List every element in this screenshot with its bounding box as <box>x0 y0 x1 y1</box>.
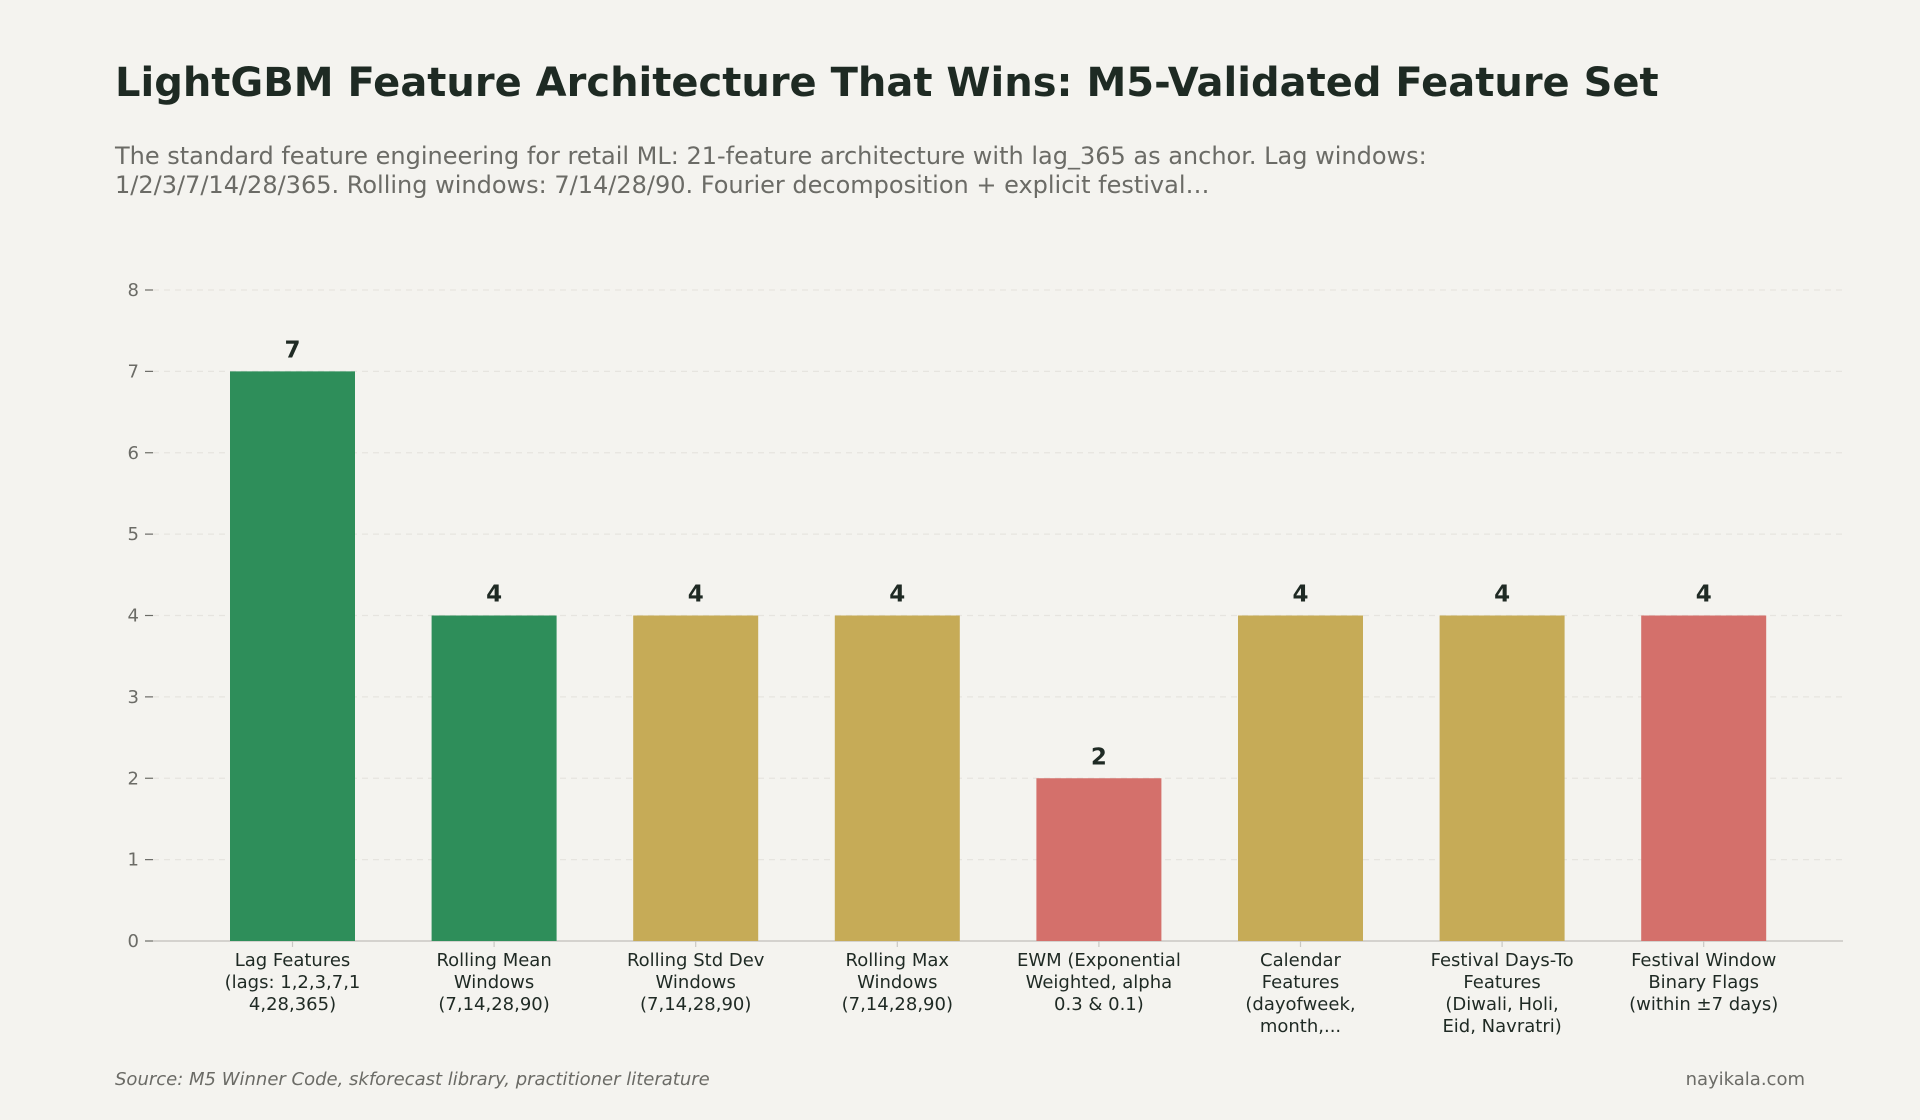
y-tick-label: 3 <box>128 687 139 708</box>
bar <box>431 615 557 941</box>
x-tick-label: Festival Days-To Features (Diwali, Holi, Ei… <box>1431 950 1574 1037</box>
bar <box>834 615 960 941</box>
x-tick-label-line: 4,28,365) <box>249 994 336 1015</box>
x-tick-label-line: Rolling Max <box>846 950 950 971</box>
x-tick-label-line: (dayofweek, <box>1245 994 1355 1015</box>
data-label: 4 <box>889 582 905 608</box>
x-tick-label: Lag Features (lags: 1,2,3,7,1 4,28,365) <box>225 950 361 1015</box>
bar <box>1641 615 1767 941</box>
data-label: 4 <box>688 582 704 608</box>
brand-credit: nayikala.com <box>1685 1069 1805 1090</box>
x-tick-label-line: (Diwali, Holi, <box>1445 994 1558 1015</box>
x-tick-label-line: EWM (Exponential <box>1017 950 1181 971</box>
x-tick-label-line: 0.3 & 0.1) <box>1054 994 1144 1015</box>
x-tick-label-line: Calendar <box>1260 950 1342 971</box>
x-tick-label-line: (7,14,28,90) <box>640 994 751 1015</box>
x-tick-label-line: month,... <box>1260 1016 1341 1037</box>
data-label: 4 <box>1696 582 1712 608</box>
x-tick-label-line: (7,14,28,90) <box>438 994 549 1015</box>
bar <box>230 371 355 941</box>
x-tick-label-line: Weighted, alpha <box>1026 972 1173 993</box>
x-tick-label-line: Features <box>1262 972 1339 993</box>
data-label: 7 <box>284 337 300 363</box>
y-tick-label: 0 <box>128 931 139 952</box>
x-tick-label: EWM (Exponential Weighted, alpha 0.3 & 0.1… <box>1017 950 1181 1015</box>
x-tick-label-line: (7,14,28,90) <box>842 994 953 1015</box>
y-tick-label: 6 <box>128 443 139 464</box>
source-note: Source: M5 Winner Code, skforecast libra… <box>115 1069 710 1090</box>
x-tick-label: Festival Window Binary Flags (within ±7 da… <box>1629 950 1778 1015</box>
x-tick-label-line: Festival Window <box>1631 950 1776 971</box>
x-tick-label-line: Windows <box>454 972 534 993</box>
y-tick-label: 5 <box>128 524 139 545</box>
x-tick-label-line: Festival Days-To <box>1431 950 1574 971</box>
x-tick-label: Rolling Max Windows (7,14,28,90) <box>842 950 953 1015</box>
chart-subtitle: The standard feature engineering for ret… <box>115 142 1427 199</box>
bar <box>1238 615 1363 941</box>
y-tick-label: 4 <box>128 606 139 627</box>
y-tick-label: 7 <box>128 361 139 382</box>
x-tick-label-line: Eid, Navratri) <box>1442 1016 1561 1037</box>
data-label: 4 <box>1494 582 1510 608</box>
data-label: 2 <box>1091 744 1107 770</box>
x-tick-label-line: (lags: 1,2,3,7,1 <box>225 972 361 993</box>
data-label: 4 <box>486 582 502 608</box>
y-tick-label: 2 <box>128 768 139 789</box>
data-label: 4 <box>1292 582 1308 608</box>
bar <box>1036 778 1162 941</box>
x-tick-label-line: (within ±7 days) <box>1629 994 1778 1015</box>
y-tick-label: 1 <box>128 850 139 871</box>
x-tick-label-line: Rolling Std Dev <box>627 950 765 971</box>
bar <box>1439 615 1565 941</box>
x-tick-label-line: Features <box>1463 972 1540 993</box>
x-tick-label-line: Windows <box>857 972 937 993</box>
x-tick-label-line: Lag Features <box>235 950 351 971</box>
chart-title: LightGBM Feature Architecture That Wins:… <box>115 60 1659 106</box>
x-tick-label-line: Windows <box>656 972 736 993</box>
bar <box>633 615 759 941</box>
y-tick-label: 8 <box>128 280 139 301</box>
x-tick-label-line: Rolling Mean <box>436 950 551 971</box>
x-tick-label: Rolling Mean Windows (7,14,28,90) <box>436 950 551 1015</box>
x-tick-label: Calendar Features (dayofweek, month,... <box>1245 950 1355 1037</box>
x-tick-label: Rolling Std Dev Windows (7,14,28,90) <box>627 950 765 1015</box>
x-tick-label-line: Binary Flags <box>1648 972 1759 993</box>
